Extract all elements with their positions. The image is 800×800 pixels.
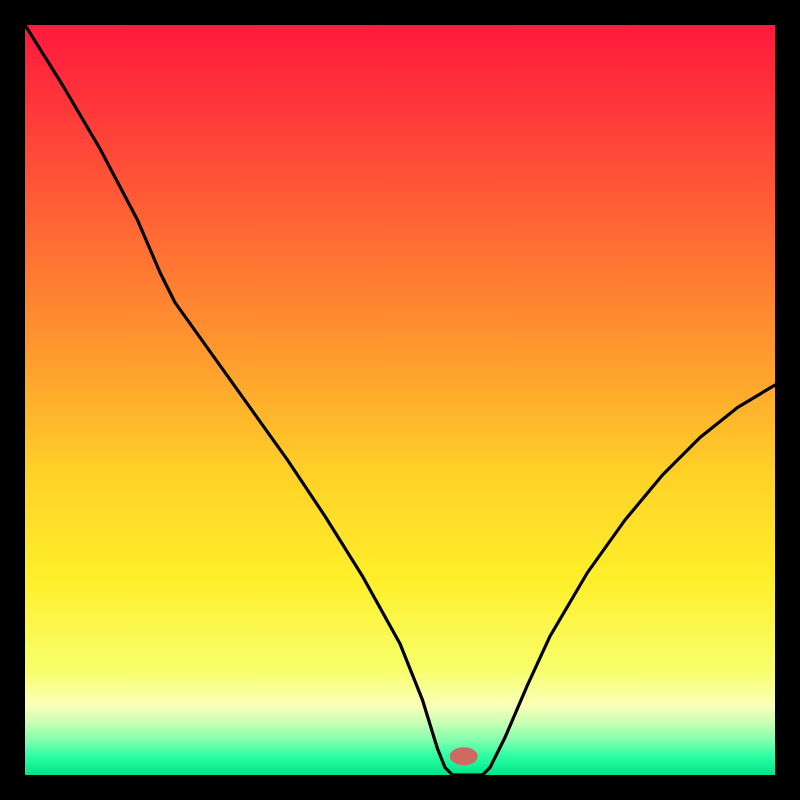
plot-gradient-background [25, 25, 775, 775]
optimal-point-marker [450, 747, 478, 765]
watermark-text: TheBottleneck.com [572, 2, 786, 31]
chart-svg [0, 0, 800, 800]
chart-root: TheBottleneck.com [0, 0, 800, 800]
